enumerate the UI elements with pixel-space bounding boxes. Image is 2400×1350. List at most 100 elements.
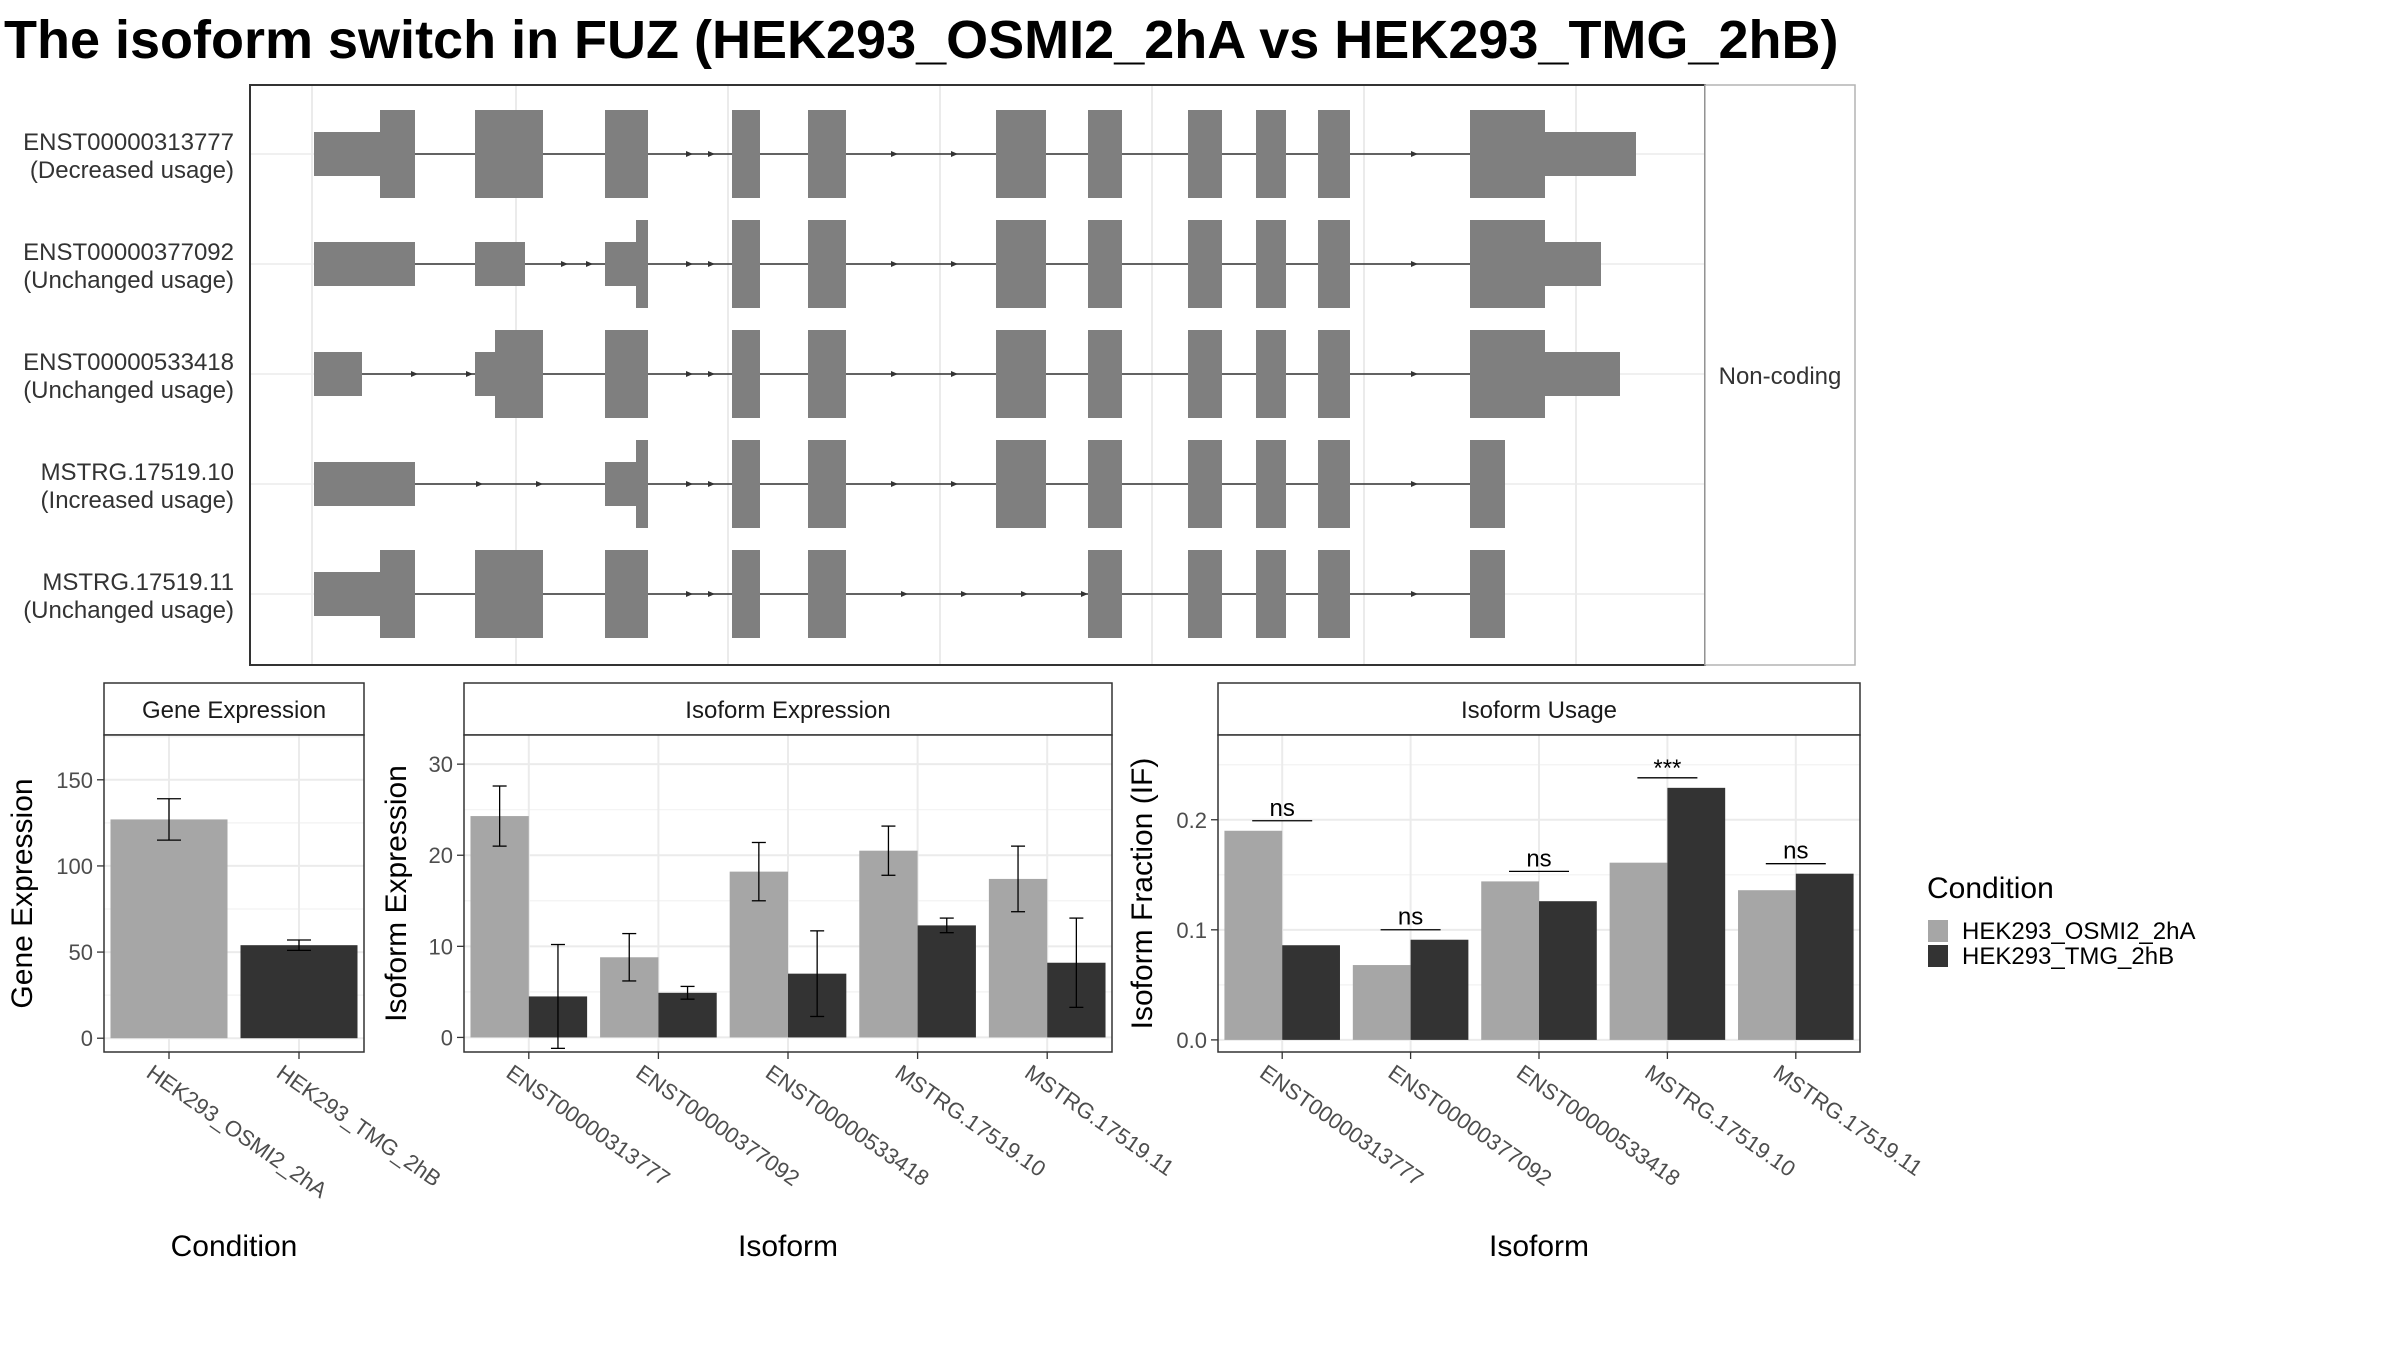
utr-exon: [1545, 132, 1636, 176]
bar: [1410, 939, 1469, 1040]
intron-arrow: [1411, 261, 1418, 267]
intron-arrow: [1411, 481, 1418, 487]
isoform-track: [314, 440, 1505, 528]
y-tick-label: 10: [429, 934, 453, 959]
bar: [1795, 873, 1854, 1040]
intron-arrow: [411, 371, 418, 377]
cds-exon: [1256, 220, 1286, 308]
bar: [658, 992, 717, 1038]
chart-title: Isoform Usage: [1461, 697, 1617, 724]
cds-exon: [732, 330, 760, 418]
y-tick-label: 0.0: [1176, 1028, 1207, 1053]
y-tick-label: 100: [56, 854, 93, 879]
isoform-track: [314, 330, 1620, 418]
bar: [1282, 945, 1340, 1040]
intron-arrow: [686, 371, 693, 377]
cds-exon: [1470, 440, 1505, 528]
intron-arrow: [891, 481, 898, 487]
cds-exon: [1088, 110, 1122, 198]
intron-arrow: [1411, 151, 1418, 157]
cds-exon: [605, 550, 648, 638]
structure-tracks: [314, 110, 1636, 638]
isoform-usage-label: (Unchanged usage): [23, 597, 234, 624]
y-axis-title: Isoform Fraction (IF): [1126, 758, 1159, 1030]
cds-exon: [1188, 440, 1222, 528]
cds-exon: [1470, 550, 1505, 638]
plot-border: [103, 734, 365, 1053]
cds-exon: [475, 550, 543, 638]
cds-exon: [475, 110, 543, 198]
cds-exon: [732, 440, 760, 528]
significance-label: ns: [1783, 838, 1808, 865]
cds-exon: [1256, 550, 1286, 638]
bar: [1738, 890, 1796, 1040]
cds-exon: [996, 220, 1046, 308]
cds-exon: [996, 330, 1046, 418]
cds-exon: [808, 550, 846, 638]
cds-exon: [732, 110, 760, 198]
significance-label: ns: [1398, 904, 1423, 931]
cds-exon: [1088, 220, 1122, 308]
utr-exon: [605, 462, 636, 506]
isoform-track: [314, 220, 1601, 308]
intron-arrow: [476, 481, 483, 487]
isoform-usage-label: (Increased usage): [41, 487, 234, 514]
cds-exon: [808, 220, 846, 308]
bar: [917, 925, 976, 1038]
intron-arrow: [891, 371, 898, 377]
intron-arrow: [951, 151, 958, 157]
intron-arrow: [1081, 591, 1088, 597]
cds-exon: [1470, 220, 1545, 308]
cds-exon: [636, 440, 648, 528]
intron-arrow: [686, 481, 693, 487]
isoform-id-label: ENST00000533418: [23, 349, 234, 376]
cds-exon: [996, 110, 1046, 198]
x-axis-title: Isoform: [738, 1230, 838, 1263]
isoform-id-label: MSTRG.17519.11: [42, 569, 234, 596]
utr-exon: [475, 242, 525, 286]
y-tick-label: 0.2: [1176, 808, 1207, 833]
utr-exon: [314, 132, 380, 176]
chart-title: Isoform Expression: [685, 697, 890, 724]
cds-exon: [1088, 550, 1122, 638]
legend-label-b: HEK293_TMG_2hB: [1962, 943, 2174, 970]
intron-arrow: [708, 261, 715, 267]
cds-exon: [380, 110, 415, 198]
figure-title: The isoform switch in FUZ (HEK293_OSMI2_…: [4, 10, 1838, 70]
bar: [1667, 787, 1726, 1040]
intron-arrow: [686, 261, 693, 267]
chart-panel: Isoform Usagensnsns***ns0.00.10.2ENST000…: [1126, 682, 1927, 1263]
legend-swatch-b: [1928, 945, 1948, 967]
intron-arrow: [951, 481, 958, 487]
legend-label-a: HEK293_OSMI2_2hA: [1962, 918, 2195, 945]
bar: [1352, 965, 1411, 1040]
utr-exon: [1545, 242, 1601, 286]
utr-exon: [605, 242, 636, 286]
y-tick-label: 0.1: [1176, 918, 1207, 943]
intron-arrow: [891, 261, 898, 267]
significance-label: ns: [1526, 845, 1551, 872]
y-tick-label: 0: [81, 1026, 93, 1051]
isoform-id-label: ENST00000313777: [23, 129, 234, 156]
utr-exon: [314, 572, 380, 616]
chart-panel: Isoform Expression0102030ENST00000313777…: [380, 682, 1179, 1263]
isoform-track: [314, 110, 1636, 198]
cds-exon: [1188, 550, 1222, 638]
intron-arrow: [961, 591, 968, 597]
utr-exon: [1545, 352, 1620, 396]
isoform-id-label: ENST00000377092: [23, 239, 234, 266]
cds-exon: [732, 220, 760, 308]
intron-arrow: [1021, 591, 1028, 597]
x-axis-title: Isoform: [1489, 1230, 1589, 1263]
y-tick-label: 50: [69, 940, 93, 965]
structure-strip: [1704, 84, 1856, 666]
intron-arrow: [951, 371, 958, 377]
y-tick-label: 0: [441, 1025, 453, 1050]
cds-exon: [605, 110, 648, 198]
cds-exon: [808, 330, 846, 418]
bar: [110, 819, 228, 1039]
y-axis-title: Gene Expression: [6, 778, 39, 1008]
intron-arrow: [1411, 591, 1418, 597]
intron-arrow: [536, 481, 543, 487]
cds-exon: [1256, 110, 1286, 198]
